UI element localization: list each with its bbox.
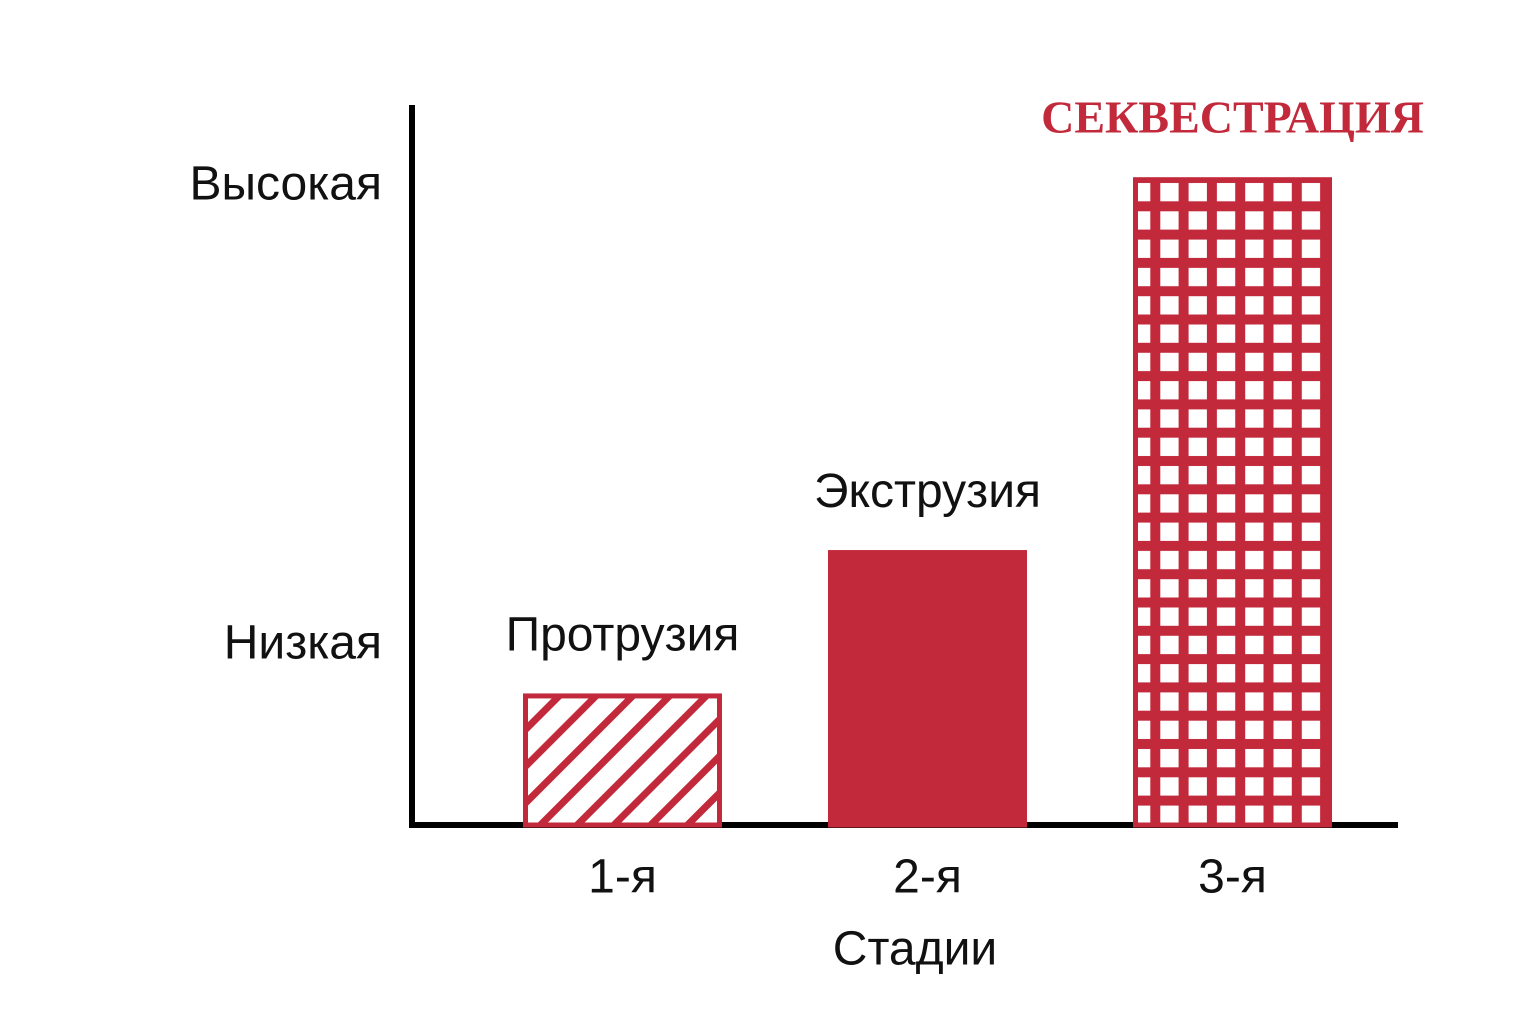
x-tick-label: 3-я [1198, 851, 1267, 904]
x-axis-title: Стадии [833, 923, 997, 976]
y-tick-label: Высокая [190, 158, 383, 211]
bar [1133, 177, 1332, 828]
x-tick-label: 1-я [588, 851, 657, 904]
bar [523, 693, 722, 828]
bar-annotation: Протрузия [506, 609, 740, 662]
y-tick-label: Низкая [224, 616, 382, 669]
bar-annotation: Экструзия [814, 465, 1041, 518]
x-tick-label: 2-я [893, 851, 962, 904]
bar [828, 550, 1027, 828]
bar-annotation: СЕКВЕСТРАЦИЯ [1041, 91, 1424, 142]
